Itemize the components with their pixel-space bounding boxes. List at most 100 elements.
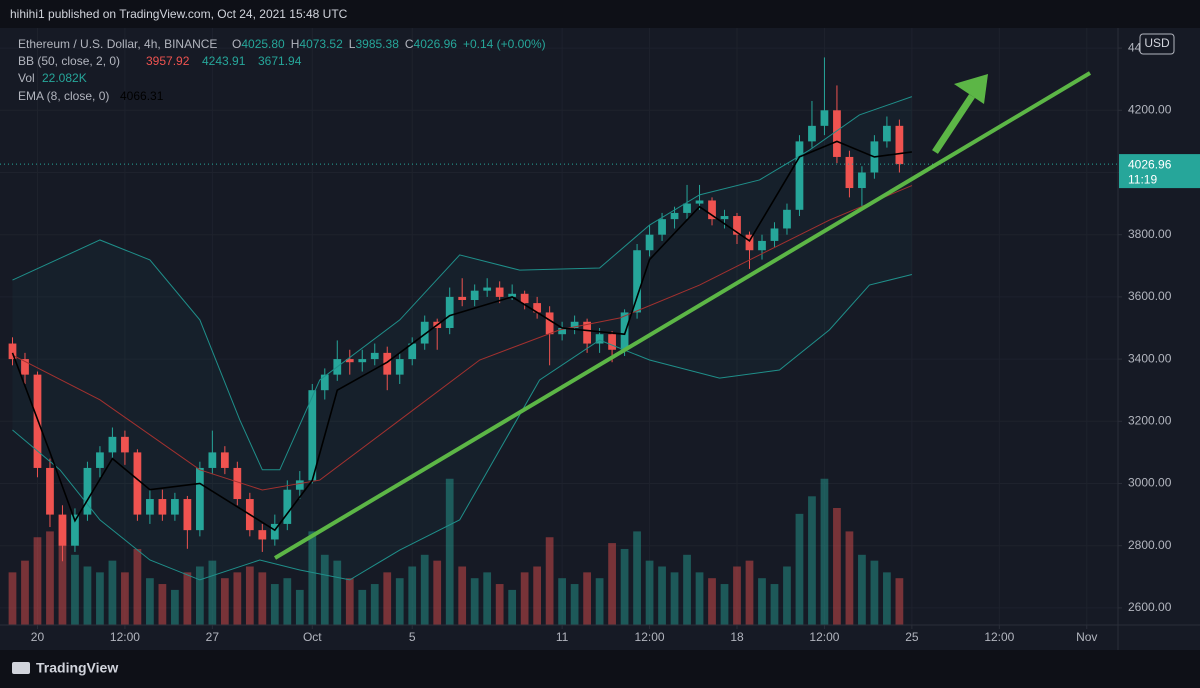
volume-bar	[745, 560, 754, 625]
legend-ohlc-label: H	[291, 37, 300, 51]
published-note: hihihi1 published on TradingView.com, Oc…	[10, 7, 348, 21]
x-tick-label: 5	[409, 630, 416, 644]
volume-bar	[733, 566, 741, 625]
y-tick-label: 3000.00	[1128, 476, 1172, 490]
candle-body	[270, 523, 279, 540]
indicator-line	[12, 185, 913, 491]
volume-bar	[470, 578, 479, 625]
x-tick-label: 18	[730, 630, 744, 644]
candle-body	[745, 234, 754, 251]
volume-bar	[783, 566, 791, 625]
candle-body	[171, 499, 179, 515]
volume-bar	[96, 572, 104, 625]
volume-bar	[658, 566, 666, 625]
legend-ema-value: 4066.31	[120, 89, 164, 103]
volume-bar	[683, 554, 691, 625]
volume-bar	[46, 531, 54, 625]
candle-body	[858, 172, 866, 189]
currency-label: USD	[1144, 36, 1170, 50]
volume-bar	[633, 531, 641, 625]
currency-badge	[1139, 33, 1175, 55]
indicator-line	[12, 96, 913, 471]
candle-body	[395, 359, 404, 375]
candle-body	[558, 327, 566, 335]
volume-bar	[833, 508, 841, 625]
candle-body	[220, 452, 229, 468]
x-tick-label: 20	[31, 630, 45, 644]
bottom-bar	[0, 650, 1200, 688]
volume-bar	[895, 578, 904, 625]
volume-bar	[870, 560, 879, 625]
footer-logo: TradingView	[36, 660, 118, 676]
volume-bar	[133, 548, 142, 625]
y-tick-label: 3800.00	[1128, 227, 1172, 241]
volume-bar	[121, 572, 129, 625]
candle-body	[545, 312, 554, 335]
candle-body	[670, 212, 679, 220]
legend-symbol: Ethereum / U.S. Dollar, 4h, BINANCE	[18, 37, 217, 51]
volume-bar	[345, 578, 354, 625]
candle-body	[495, 287, 504, 297]
volume-bar	[383, 572, 392, 625]
volume-bar	[533, 566, 542, 625]
volume-bar	[358, 589, 367, 625]
candle-body	[21, 359, 29, 375]
volume-bar	[158, 584, 167, 625]
candle-body	[420, 321, 429, 344]
legend-ohlc-value: 3985.38	[355, 37, 399, 51]
volume-bar	[433, 560, 442, 625]
legend-ohlc: O4025.80 H4073.52 L3985.38 C4026.96 +0.14 (+…	[232, 37, 546, 51]
legend-ohlc-value: 4073.52	[299, 37, 343, 51]
volume-bar	[620, 548, 629, 625]
candle-body	[520, 293, 529, 304]
volume-bar	[395, 578, 404, 625]
candle-body	[733, 216, 741, 235]
volume-bar	[495, 584, 504, 625]
volume-bar	[583, 572, 591, 625]
trend-line	[273, 71, 1092, 560]
volume-bar	[508, 589, 517, 625]
top-bar	[0, 0, 1200, 28]
volume-bar	[195, 566, 204, 625]
x-tick-label: Nov	[1076, 630, 1097, 644]
candle-body	[383, 352, 392, 375]
candle-body	[370, 352, 379, 360]
candle-body	[58, 514, 67, 546]
x-tick-label: 12:00	[635, 630, 665, 644]
volume-bar	[445, 478, 454, 625]
volume-bar	[33, 537, 42, 625]
volume-bar	[333, 560, 342, 625]
candle-body	[583, 321, 591, 344]
volume-bar	[708, 578, 716, 625]
legend-change: +0.14 (+0.00%)	[463, 37, 546, 51]
candle-body	[633, 250, 641, 313]
volume-bar	[308, 531, 317, 625]
volume-bar	[570, 584, 579, 625]
volume-bar	[458, 566, 467, 625]
x-tick-label: 27	[206, 630, 220, 644]
countdown: 11:19	[1128, 172, 1157, 186]
candle-body	[183, 499, 192, 531]
volume-bar	[420, 554, 429, 625]
legend-vol-value: 22.082K	[42, 71, 87, 85]
candle-body	[233, 467, 242, 500]
legend-ohlc-label: C	[405, 37, 414, 51]
y-tick-label: 3400.00	[1128, 351, 1172, 365]
volume-bar	[520, 572, 529, 625]
x-tick-label: 11	[556, 630, 569, 644]
volume-bar	[483, 572, 492, 625]
candle-body	[795, 141, 804, 210]
candle-body	[208, 452, 217, 468]
candle-body	[8, 343, 17, 360]
candle-body	[483, 287, 492, 291]
candle-body	[708, 200, 716, 220]
candle-body	[308, 390, 317, 481]
candle-body	[533, 303, 542, 313]
x-tick-label: 12:00	[984, 630, 1014, 644]
volume-bar	[71, 554, 79, 625]
volume-bar	[245, 566, 254, 625]
x-tick-label: 12:00	[110, 630, 140, 644]
candle-body	[195, 467, 204, 531]
volume-bar	[795, 513, 804, 625]
